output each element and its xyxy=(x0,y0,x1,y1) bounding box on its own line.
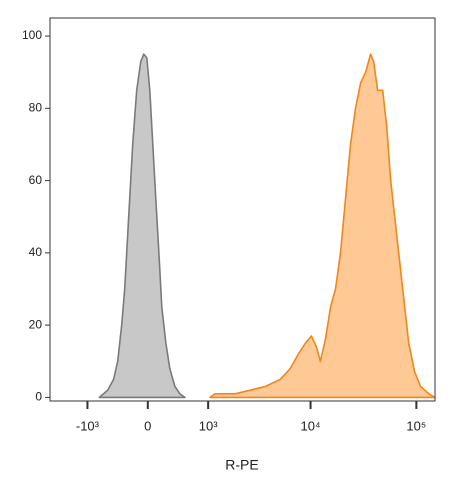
plot-frame xyxy=(49,17,436,402)
x-axis-label: R-PE xyxy=(225,457,258,473)
y-tick-label: 0 xyxy=(35,390,42,404)
histogram-area xyxy=(98,53,186,399)
x-tick-label: 10⁴ xyxy=(301,418,321,433)
y-tick-label: 80 xyxy=(29,101,43,115)
histogram-area xyxy=(209,53,436,399)
x-tick-label: 0 xyxy=(144,418,151,433)
y-tick-label: 100 xyxy=(22,28,42,42)
y-tick-label: 20 xyxy=(29,317,43,331)
y-tick-label: 40 xyxy=(29,245,43,259)
x-tick-label: 10⁵ xyxy=(406,418,426,433)
x-tick-label: 10³ xyxy=(199,418,218,433)
y-tick-label: 60 xyxy=(29,173,43,187)
x-tick-label: -10³ xyxy=(76,418,100,433)
